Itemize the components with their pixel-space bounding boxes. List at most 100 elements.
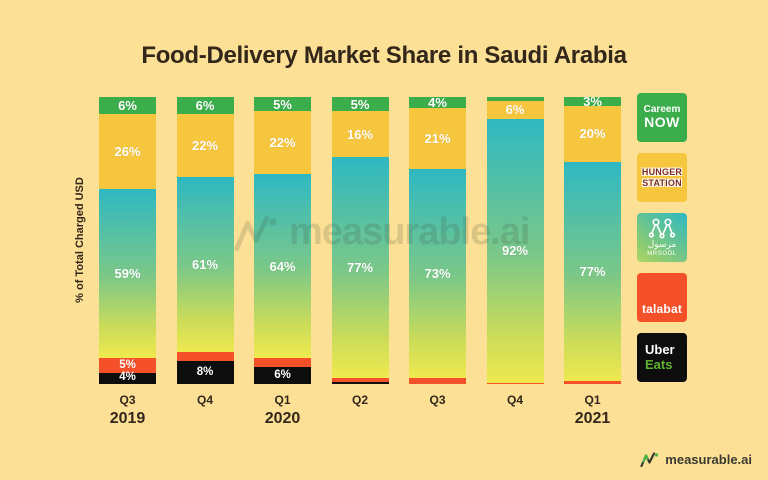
- year-label: 2019: [109, 410, 146, 427]
- segment-value-label: 16%: [346, 126, 374, 142]
- legend-hungerstation: HUNGER STATION: [637, 153, 687, 202]
- segment-mrsool: 77%: [331, 157, 389, 379]
- x-tick-q4-2019: Q4: [177, 393, 234, 428]
- segment-value-label: 22%: [191, 138, 219, 154]
- segment-hunger: 20%: [564, 105, 621, 163]
- segment-talabat: [331, 378, 389, 382]
- quarter-label: Q3: [119, 393, 136, 407]
- segment-mrsool: 77%: [564, 162, 621, 382]
- mrsool-label: MRSOOL: [647, 251, 677, 257]
- segment-uber: [331, 381, 389, 384]
- segment-careem: 5%: [331, 96, 389, 112]
- careem-label-line1: Careem: [643, 104, 681, 116]
- segment-careem: 6%: [176, 97, 234, 115]
- quarter-label: Q3: [429, 393, 446, 407]
- chart-title: Food-Delivery Market Share in Saudi Arab…: [141, 42, 627, 69]
- segment-mrsool: 61%: [176, 177, 234, 353]
- hungerstation-label-line1: HUNGER: [641, 167, 683, 178]
- bar-q4-2019: 6% 22% 61% 8%: [176, 97, 234, 384]
- x-tick-q1-2021: Q1 2021: [564, 393, 621, 428]
- segment-careem: 6%: [99, 97, 156, 115]
- y-axis-label: % of Total Charged USD: [74, 177, 86, 303]
- year-label: 2021: [574, 410, 611, 427]
- legend-talabat: talabat: [637, 273, 687, 322]
- segment-value-label: 61%: [191, 257, 219, 273]
- quarter-label: Q4: [196, 393, 213, 407]
- segment-value-label: 20%: [579, 126, 606, 142]
- segment-value-label: 64%: [269, 258, 296, 274]
- segment-value-label: 4%: [428, 95, 447, 111]
- segment-value-label: 21%: [424, 131, 451, 147]
- segment-value-label: 6%: [274, 368, 291, 381]
- x-tick-q1-2020: Q1 2020: [254, 393, 311, 428]
- year-label: 2020: [264, 410, 301, 427]
- segment-value-label: 6%: [195, 98, 215, 114]
- segment-hunger: 22%: [254, 111, 311, 175]
- quarter-label: Q1: [274, 393, 291, 407]
- legend-careem-now: Careem NOW: [637, 93, 687, 142]
- segment-value-label: 4%: [119, 371, 136, 384]
- segment-value-label: 77%: [346, 260, 374, 276]
- uber-label-line2: Eats: [645, 356, 673, 372]
- segment-careem: 5%: [254, 96, 311, 112]
- x-tick-q2-2020: Q2: [332, 393, 389, 428]
- segment-careem: [486, 97, 544, 102]
- segment-value-label: 22%: [269, 135, 296, 151]
- x-axis: Q3 2019 Q4 Q1 2020 Q2 Q3 Q4 Q1 2021: [99, 393, 621, 428]
- segment-value-label: 92%: [501, 243, 529, 259]
- quarter-label: Q4: [506, 393, 523, 407]
- segment-value-label: 8%: [196, 365, 214, 378]
- segment-value-label: 5%: [119, 358, 136, 371]
- segment-talabat: [409, 378, 466, 384]
- x-tick-q3-2020: Q3: [409, 393, 466, 428]
- segment-talabat: [564, 381, 621, 384]
- hungerstation-label-line2: STATION: [642, 177, 682, 188]
- mrsool-network-icon: [648, 218, 676, 239]
- x-tick-q4-2020: Q4: [487, 393, 544, 428]
- segment-value-label: 6%: [118, 98, 137, 114]
- segment-talabat: [176, 352, 234, 362]
- segment-value-label: 5%: [350, 96, 370, 112]
- segment-careem: 3%: [564, 93, 621, 109]
- segment-talabat: [254, 358, 311, 367]
- segment-uber: 4%: [99, 371, 156, 384]
- segment-hunger: 21%: [409, 108, 466, 169]
- bar-q4-2020: 6% 92%: [486, 97, 544, 384]
- quarter-label: Q1: [584, 393, 601, 407]
- segment-value-label: 73%: [424, 265, 451, 281]
- segment-value-label: 77%: [579, 264, 606, 280]
- segment-talabat: 5%: [99, 358, 156, 373]
- bar-q3-2019: 6% 26% 59% 5% 4%: [99, 97, 156, 384]
- segment-value-label: 59%: [114, 265, 141, 281]
- segment-mrsool: 92%: [486, 118, 544, 383]
- segment-uber: 8%: [176, 361, 234, 384]
- legend-mrsool: مرسول MRSOOL: [637, 213, 687, 262]
- quarter-label: Q2: [351, 393, 368, 407]
- x-tick-q3-2019: Q3 2019: [99, 393, 156, 428]
- segment-value-label: 26%: [114, 144, 141, 160]
- segment-hunger: 16%: [331, 111, 389, 158]
- segment-mrsool: 64%: [254, 174, 311, 359]
- segment-value-label: 6%: [505, 102, 525, 118]
- talabat-label: talabat: [641, 302, 683, 316]
- segment-uber: 6%: [254, 366, 311, 384]
- footer-brand: measurable.ai: [640, 452, 752, 467]
- segment-careem: 4%: [409, 95, 466, 111]
- measurable-m-logo-icon: [640, 452, 659, 467]
- careem-label-line2: NOW: [644, 114, 680, 131]
- uber-label-line1: Uber: [645, 341, 675, 357]
- segment-hunger: 6%: [486, 101, 544, 119]
- bar-q3-2020: 4% 21% 73%: [409, 95, 466, 384]
- segment-value-label: 5%: [273, 96, 292, 112]
- segment-talabat: [486, 382, 544, 384]
- segment-hunger: 26%: [99, 114, 156, 189]
- bars-container: 6% 26% 59% 5% 4% 6% 22% 61% 8% 5% 22% 64% 6% 5% 16% 77%…: [99, 93, 621, 384]
- footer-brand-text: measurable.ai: [665, 452, 752, 467]
- bar-q2-2020: 5% 16% 77%: [331, 96, 389, 384]
- segment-mrsool: 59%: [99, 188, 156, 359]
- legend: Careem NOW HUNGER STATION مرسول MRSOOL t…: [637, 93, 687, 382]
- segment-mrsool: 73%: [409, 168, 466, 379]
- segment-hunger: 22%: [176, 114, 234, 178]
- segment-value-label: 3%: [583, 93, 602, 109]
- bar-q1-2021: 3% 20% 77%: [564, 93, 621, 384]
